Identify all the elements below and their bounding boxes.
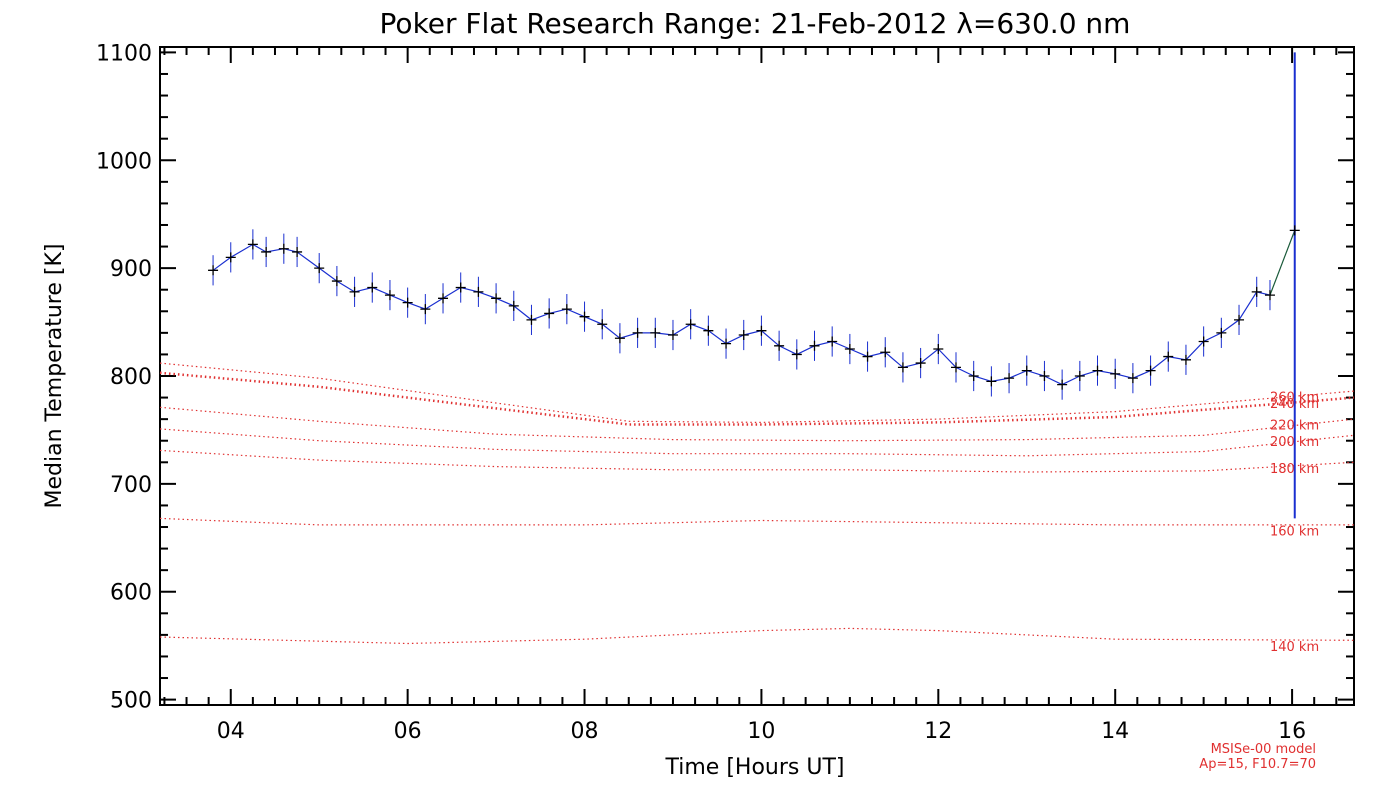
data-point-marker: [1074, 371, 1085, 381]
data-point-marker: [738, 330, 749, 341]
data-point-marker: [225, 252, 236, 263]
data-point-marker: [1251, 286, 1262, 297]
model-curve: [159, 406, 1355, 442]
data-point-marker: [384, 290, 395, 301]
data-point-marker: [1163, 351, 1174, 362]
data-point-marker: [897, 362, 908, 373]
model-curve: [159, 627, 1355, 645]
data-point-marker: [314, 263, 325, 274]
model-curve: [159, 428, 1355, 457]
data-point-marker: [491, 293, 502, 304]
model-curve-label: 140 km: [1270, 640, 1319, 655]
data-point-marker: [420, 304, 431, 315]
data-point-marker: [1264, 290, 1275, 301]
data-point-marker: [809, 340, 820, 351]
data-point-marker: [1180, 354, 1191, 365]
data-point-marker: [1145, 365, 1156, 376]
data-point-marker: [597, 319, 608, 330]
data-point-marker: [473, 286, 484, 297]
data-point-marker: [915, 358, 926, 369]
data-point-marker: [278, 243, 289, 254]
data-point-marker: [349, 286, 360, 297]
data-point-marker: [1289, 225, 1300, 236]
model-params-note: Ap=15, F10.7=70: [1199, 757, 1316, 772]
data-point-marker: [703, 325, 714, 336]
data-point-marker: [208, 265, 219, 276]
data-point-marker: [721, 338, 732, 349]
x-tick-label: 04: [217, 719, 245, 744]
y-tick-label: 700: [110, 473, 152, 498]
data-point-marker: [968, 371, 979, 381]
data-point-marker: [367, 282, 378, 293]
data-point-marker: [756, 325, 767, 336]
data-point-marker: [844, 344, 855, 355]
x-axis-label: Time [Hours UT]: [665, 755, 845, 780]
data-point-marker: [292, 246, 303, 257]
data-point-marker: [438, 293, 449, 304]
data-point-marker: [1110, 368, 1121, 379]
data-point-marker: [455, 282, 466, 293]
data-point-marker: [791, 349, 802, 360]
chart-title: Poker Flat Research Range: 21-Feb-2012 λ…: [380, 7, 1131, 40]
y-tick-label: 600: [110, 581, 152, 606]
y-tick-label: 1000: [96, 149, 152, 174]
final-segment: [1269, 230, 1296, 296]
data-point-marker: [880, 347, 891, 358]
data-point-marker: [331, 276, 342, 287]
data-point-marker: [614, 333, 625, 344]
model-curve: [159, 371, 1355, 426]
model-curve-label: 160 km: [1270, 524, 1319, 539]
data-point-marker: [1039, 371, 1050, 381]
data-point-marker: [685, 319, 696, 330]
data-point-marker: [1216, 327, 1227, 338]
data-point-marker: [667, 330, 678, 341]
data-point-marker: [561, 304, 572, 315]
x-tick-label: 08: [571, 719, 599, 744]
x-tick-label: 12: [924, 719, 952, 744]
model-curve: [159, 517, 1354, 526]
data-point-marker: [247, 239, 258, 250]
data-point-marker: [862, 351, 873, 362]
data-point-marker: [1127, 373, 1138, 384]
data-point-marker: [1198, 336, 1209, 347]
data-point-marker: [650, 327, 661, 338]
data-point-marker: [508, 300, 519, 311]
data-point-marker: [1092, 365, 1103, 376]
model-curve: [159, 449, 1355, 473]
data-point-marker: [402, 297, 413, 308]
y-axis-label: Median Temperature [K]: [42, 244, 67, 509]
x-tick-label: 16: [1278, 719, 1306, 744]
x-tick-label: 14: [1101, 719, 1129, 744]
measured-line: [212, 243, 1271, 386]
data-point-marker: [544, 308, 555, 319]
data-point-marker: [774, 340, 785, 351]
data-point-marker: [951, 362, 961, 373]
data-point-marker: [1057, 379, 1068, 390]
data-point-marker: [579, 311, 590, 322]
x-tick-label: 10: [747, 719, 775, 744]
plot-frame: [159, 46, 1355, 706]
data-point-marker: [933, 344, 944, 355]
model-curve: [159, 362, 1355, 424]
y-tick-label: 1100: [96, 41, 152, 66]
model-name-note: MSISe-00 model: [1211, 742, 1316, 757]
data-point-marker: [632, 327, 643, 338]
y-tick-label: 800: [110, 365, 152, 390]
y-tick-label: 900: [110, 257, 152, 282]
data-point-marker: [1234, 314, 1245, 325]
data-point-marker: [1004, 373, 1015, 384]
data-point-marker: [526, 314, 537, 325]
data-point-marker: [261, 246, 272, 257]
data-point-marker: [827, 336, 838, 347]
y-tick-label: 500: [110, 689, 152, 714]
data-point-marker: [986, 376, 997, 387]
x-tick-label: 06: [394, 719, 422, 744]
axes: 500 600 700 800 900 1000 1100 04 06 08 10 12 14 16: [96, 41, 1355, 744]
data-point-marker: [1021, 365, 1032, 376]
